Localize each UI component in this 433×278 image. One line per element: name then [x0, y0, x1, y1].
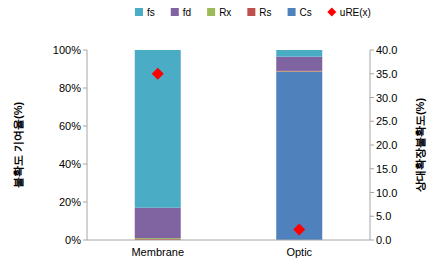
- y-tick: [83, 126, 87, 127]
- point: [152, 68, 164, 80]
- x-axis: [87, 240, 370, 241]
- y2-tick-label: 25.0: [376, 115, 397, 127]
- y2-axis-title: 상대확장불확도(%): [414, 98, 426, 192]
- y2-tick: [370, 216, 374, 217]
- legend-swatch: [135, 8, 143, 16]
- y2-tick-label: 0.0: [376, 234, 391, 246]
- y2-tick-label: 40.0: [376, 44, 397, 56]
- x-tick-label: Optic: [286, 246, 312, 258]
- point: [293, 224, 305, 236]
- bar-segment: [135, 50, 181, 208]
- legend-label: uRE(x): [340, 7, 371, 18]
- legend-label: Rs: [259, 7, 271, 18]
- y-tick: [83, 240, 87, 241]
- y-tick-label: 80%: [59, 82, 81, 94]
- legend-label: Rx: [219, 7, 231, 18]
- y-tick: [83, 50, 87, 51]
- bar-segment: [276, 72, 322, 240]
- legend-label: fd: [183, 7, 191, 18]
- y2-tick: [370, 145, 374, 146]
- y2-tick-label: 5.0: [376, 210, 391, 222]
- y2-tick-label: 10.0: [376, 187, 397, 199]
- legend-swatch: [288, 8, 296, 16]
- y2-tick-label: 30.0: [376, 92, 397, 104]
- legend-swatch: [207, 8, 215, 16]
- y2-tick: [370, 192, 374, 193]
- y-axis-title: 불확도 기여율(%): [12, 102, 24, 189]
- y-tick: [83, 88, 87, 89]
- legend-swatch: [247, 8, 255, 16]
- y2-tick: [370, 73, 374, 74]
- bar-segment: [276, 50, 322, 57]
- y2-tick-label: 20.0: [376, 139, 397, 151]
- y-tick-label: 40%: [59, 158, 81, 170]
- y2-tick: [370, 121, 374, 122]
- legend-label: Cs: [300, 7, 312, 18]
- y2-tick-label: 15.0: [376, 163, 397, 175]
- y-tick-label: 0%: [65, 234, 81, 246]
- y-tick: [83, 164, 87, 165]
- y2-tick: [370, 168, 374, 169]
- y2-tick: [370, 97, 374, 98]
- y-tick-label: 60%: [59, 120, 81, 132]
- bar-segment: [276, 57, 322, 71]
- y-tick: [83, 202, 87, 203]
- y2-tick: [370, 240, 374, 241]
- y2-tick: [370, 50, 374, 51]
- y-tick-label: 100%: [53, 44, 81, 56]
- bar-segment: [135, 208, 181, 238]
- chart: 0% 20% 40% 60% 80% 100% 0.0 5.0 10.0 15.0 20.0 25.0…: [0, 0, 433, 278]
- x-tick-label: Membrane: [131, 246, 184, 258]
- legend-label: fs: [147, 7, 155, 18]
- plot: [135, 50, 323, 240]
- y-axis: [87, 50, 88, 240]
- y2-tick-label: 35.0: [376, 68, 397, 80]
- legend-marker: [327, 8, 336, 17]
- legend-swatch: [171, 8, 179, 16]
- y-tick-label: 20%: [59, 196, 81, 208]
- bar-segment: [276, 71, 322, 73]
